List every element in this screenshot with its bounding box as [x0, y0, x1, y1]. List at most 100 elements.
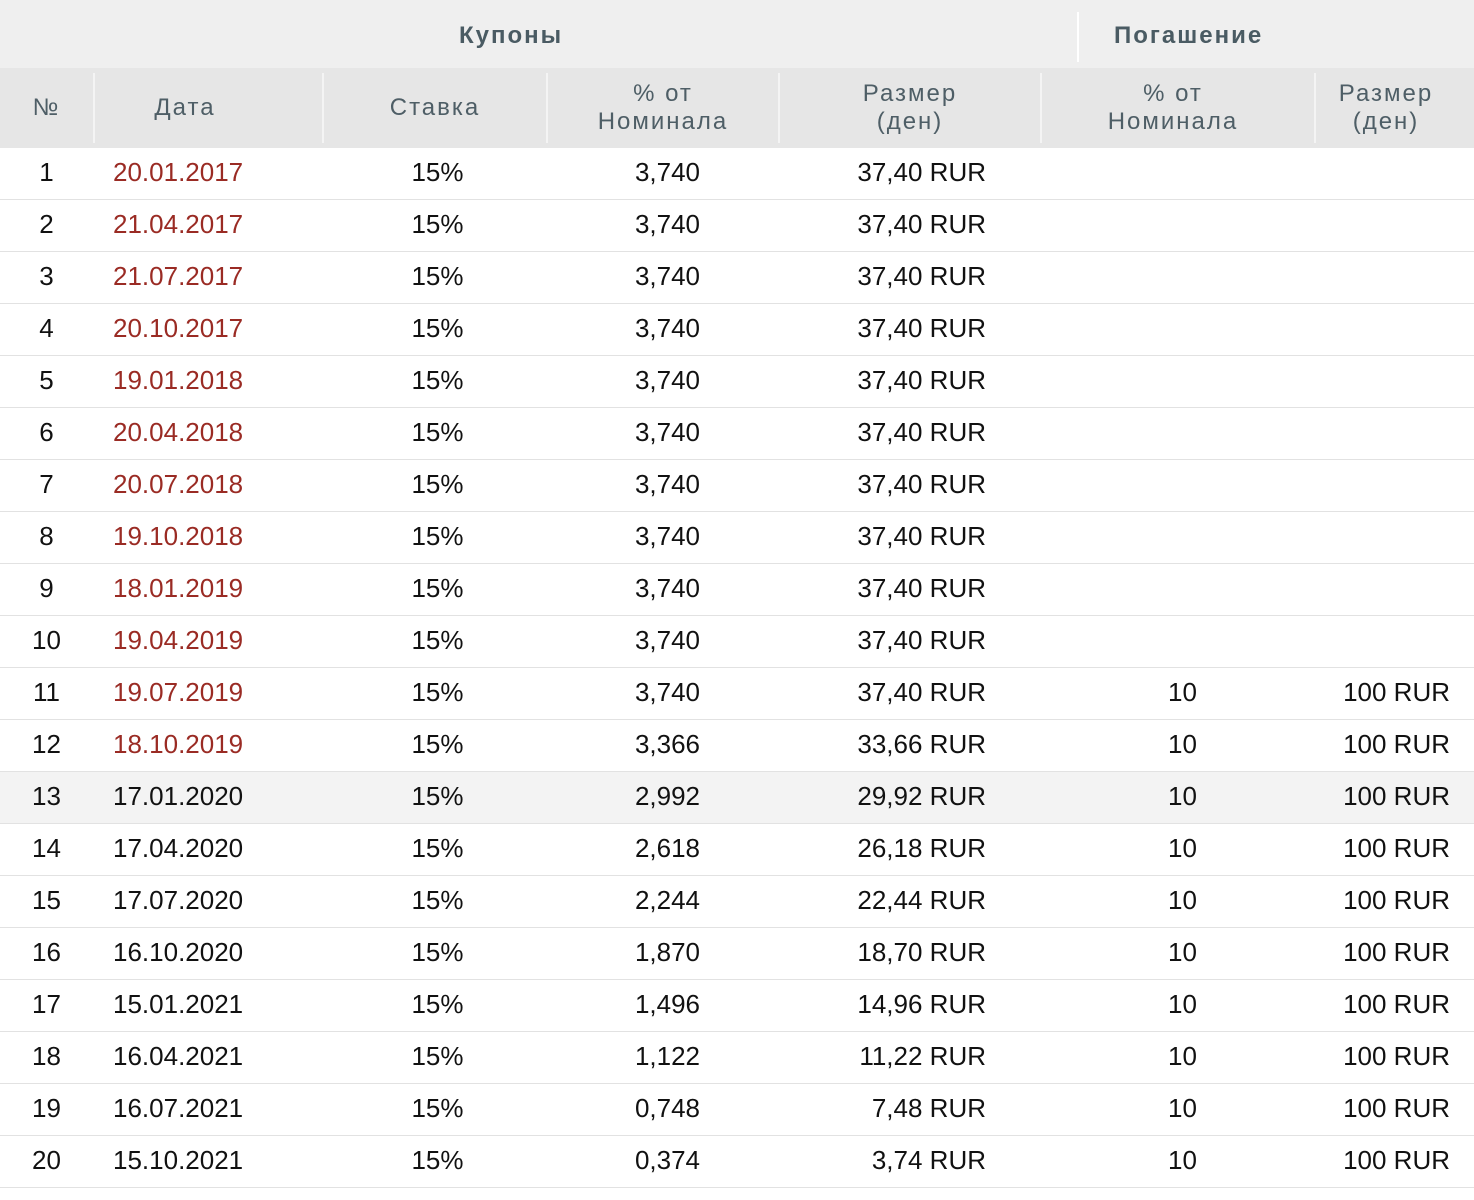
table-row: 12 18.10.2019 15% 3,366 33,66 RUR 10 100 RUR: [0, 720, 1474, 772]
row-rate: 15%: [411, 157, 464, 187]
table-row: 7 20.07.2018 15% 3,740 37,40 RUR: [0, 460, 1474, 512]
row-redemption-amount: 100 RUR: [1343, 1145, 1450, 1175]
table-row: 4 20.10.2017 15% 3,740 37,40 RUR: [0, 304, 1474, 356]
column-header-redemption-pct[interactable]: % от Номинала: [1107, 80, 1239, 135]
row-redemption-amount: 100 RUR: [1343, 1093, 1450, 1123]
row-coupon-amount: 37,40 RUR: [857, 677, 986, 707]
table-row: 13 17.01.2020 15% 2,992 29,92 RUR 10 100 RUR: [0, 772, 1474, 824]
row-coupon-amount: 29,92 RUR: [857, 781, 986, 811]
row-number: 12: [32, 729, 61, 759]
table-row: 11 19.07.2019 15% 3,740 37,40 RUR 10 100 RUR: [0, 668, 1474, 720]
table-row: 15 17.07.2020 15% 2,244 22,44 RUR 10 100 RUR: [0, 876, 1474, 928]
row-coupon-pct: 1,496: [634, 989, 701, 1019]
row-coupon-amount: 37,40 RUR: [857, 157, 986, 187]
row-coupon-amount: 37,40 RUR: [857, 469, 986, 499]
row-redemption-amount: 100 RUR: [1343, 729, 1450, 759]
row-date: 16.04.2021: [113, 1041, 244, 1071]
row-date: 15.10.2021: [113, 1145, 244, 1175]
column-header-coupon-pct[interactable]: % от Номинала: [597, 80, 729, 135]
table-row: 6 20.04.2018 15% 3,740 37,40 RUR: [0, 408, 1474, 460]
row-redemption-amount: 100 RUR: [1343, 885, 1450, 915]
row-date: 17.01.2020: [113, 781, 244, 811]
row-redemption-pct: 10: [1168, 885, 1197, 915]
row-date: 16.10.2020: [113, 937, 244, 967]
column-header-row: № Дата Ставка % от Номинала Размер (ден) %…: [0, 68, 1474, 148]
row-redemption-pct: 10: [1168, 1041, 1197, 1071]
row-coupon-pct: 2,618: [634, 833, 701, 863]
row-date: 20.07.2018: [113, 469, 244, 499]
row-number: 15: [32, 885, 61, 915]
header-separator: [778, 73, 780, 143]
header-separator: [546, 73, 548, 143]
row-redemption-pct: 10: [1168, 781, 1197, 811]
row-rate: 15%: [411, 625, 464, 655]
row-coupon-amount: 11,22 RUR: [859, 1041, 986, 1071]
row-rate: 15%: [411, 1041, 464, 1071]
row-date: 17.07.2020: [113, 885, 244, 915]
row-coupon-amount: 22,44 RUR: [857, 885, 986, 915]
row-coupon-amount: 37,40 RUR: [857, 417, 986, 447]
row-number: 8: [39, 521, 54, 551]
row-rate: 15%: [411, 781, 464, 811]
table-row: 9 18.01.2019 15% 3,740 37,40 RUR: [0, 564, 1474, 616]
row-rate: 15%: [411, 729, 464, 759]
row-redemption-pct: 10: [1168, 833, 1197, 863]
row-coupon-amount: 37,40 RUR: [857, 521, 986, 551]
row-redemption-amount: 100 RUR: [1343, 833, 1450, 863]
row-rate: 15%: [411, 209, 464, 239]
row-rate: 15%: [411, 417, 464, 447]
column-header-redemption-amount[interactable]: Размер (ден): [1338, 80, 1434, 135]
row-number: 10: [32, 625, 61, 655]
row-redemption-pct: 10: [1168, 729, 1197, 759]
header-separator: [1040, 73, 1042, 143]
row-date: 21.07.2017: [113, 261, 244, 291]
row-redemption-amount: 100 RUR: [1343, 1041, 1450, 1071]
row-date: 20.04.2018: [113, 417, 244, 447]
row-coupon-pct: 0,748: [634, 1093, 701, 1123]
row-coupon-pct: 2,992: [634, 781, 701, 811]
row-date: 18.10.2019: [113, 729, 244, 759]
row-date: 20.10.2017: [113, 313, 244, 343]
row-coupon-pct: 3,366: [634, 729, 701, 759]
row-coupon-amount: 37,40 RUR: [857, 313, 986, 343]
column-header-date[interactable]: Дата: [154, 94, 216, 121]
row-coupon-pct: 3,740: [634, 157, 701, 187]
header-separator: [322, 73, 324, 143]
column-header-coupon-amount[interactable]: Размер (ден): [862, 80, 958, 135]
row-coupon-amount: 7,48 RUR: [871, 1093, 986, 1123]
row-coupon-pct: 3,740: [634, 521, 701, 551]
row-number: 9: [39, 573, 54, 603]
row-number: 14: [32, 833, 61, 863]
row-coupon-pct: 3,740: [634, 469, 701, 499]
row-redemption-amount: 100 RUR: [1343, 989, 1450, 1019]
group-divider: [1077, 12, 1079, 62]
row-coupon-pct: 3,740: [634, 417, 701, 447]
group-header-redemption: Погашение: [1114, 22, 1264, 49]
row-redemption-pct: 10: [1168, 937, 1197, 967]
row-number: 3: [39, 261, 54, 291]
row-number: 2: [39, 209, 54, 239]
row-number: 16: [32, 937, 61, 967]
row-date: 19.10.2018: [113, 521, 244, 551]
row-number: 6: [39, 417, 54, 447]
column-header-rate[interactable]: Ставка: [389, 94, 481, 121]
row-coupon-amount: 37,40 RUR: [857, 365, 986, 395]
table-row: 3 21.07.2017 15% 3,740 37,40 RUR: [0, 252, 1474, 304]
row-rate: 15%: [411, 937, 464, 967]
row-date: 16.07.2021: [113, 1093, 244, 1123]
row-redemption-amount: 100 RUR: [1343, 677, 1450, 707]
row-redemption-amount: 100 RUR: [1343, 781, 1450, 811]
row-rate: 15%: [411, 989, 464, 1019]
row-number: 17: [32, 989, 61, 1019]
row-coupon-pct: 3,740: [634, 573, 701, 603]
row-coupon-pct: 3,740: [634, 313, 701, 343]
row-rate: 15%: [411, 885, 464, 915]
row-number: 18: [32, 1041, 61, 1071]
table-row: 8 19.10.2018 15% 3,740 37,40 RUR: [0, 512, 1474, 564]
row-coupon-amount: 37,40 RUR: [857, 573, 986, 603]
column-header-number[interactable]: №: [32, 94, 61, 121]
row-date: 15.01.2021: [113, 989, 244, 1019]
row-coupon-amount: 26,18 RUR: [857, 833, 986, 863]
row-number: 7: [39, 469, 54, 499]
